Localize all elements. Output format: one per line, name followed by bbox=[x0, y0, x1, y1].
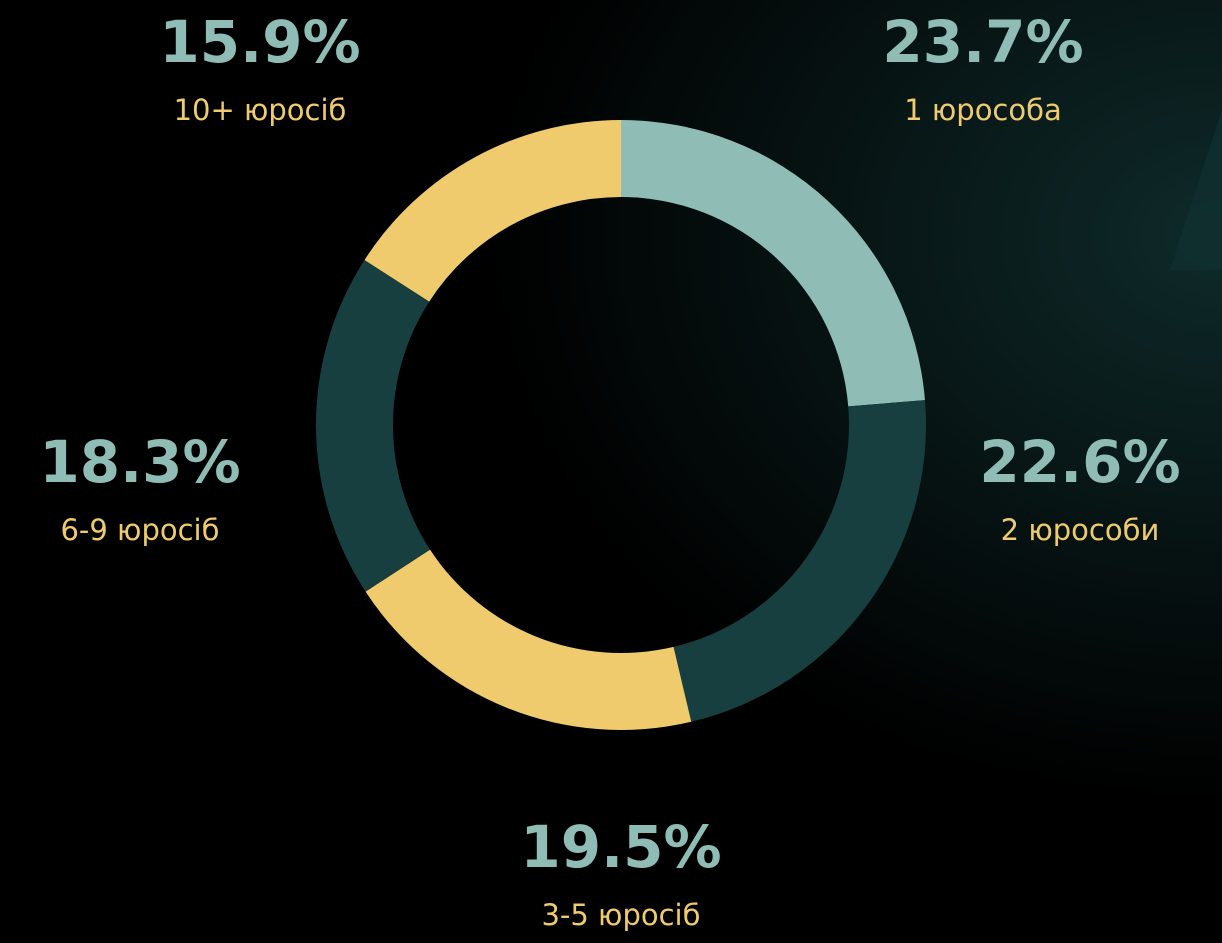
donut-slice bbox=[673, 400, 926, 722]
category-label: 1 юрособа bbox=[904, 93, 1062, 127]
donut-slice bbox=[621, 120, 925, 407]
value-label: 19.5% bbox=[520, 813, 721, 881]
donut-slice bbox=[365, 549, 692, 731]
donut-slice bbox=[364, 120, 621, 302]
value-label: 15.9% bbox=[159, 8, 360, 76]
category-label: 6-9 юросіб bbox=[60, 513, 219, 547]
value-label: 23.7% bbox=[882, 8, 1083, 76]
value-label: 22.6% bbox=[979, 428, 1180, 496]
donut bbox=[316, 120, 926, 731]
donut-slice bbox=[316, 259, 431, 592]
category-label: 3-5 юросіб bbox=[541, 898, 700, 932]
category-label: 2 юрособи bbox=[1001, 513, 1160, 547]
value-label: 18.3% bbox=[39, 428, 240, 496]
decor-triangle bbox=[1170, 110, 1222, 270]
labels: 23.7% 1 юрособа 22.6% 2 юрособи 19.5% 3-5 юро… bbox=[39, 8, 1180, 932]
category-label: 10+ юросіб bbox=[174, 93, 347, 127]
